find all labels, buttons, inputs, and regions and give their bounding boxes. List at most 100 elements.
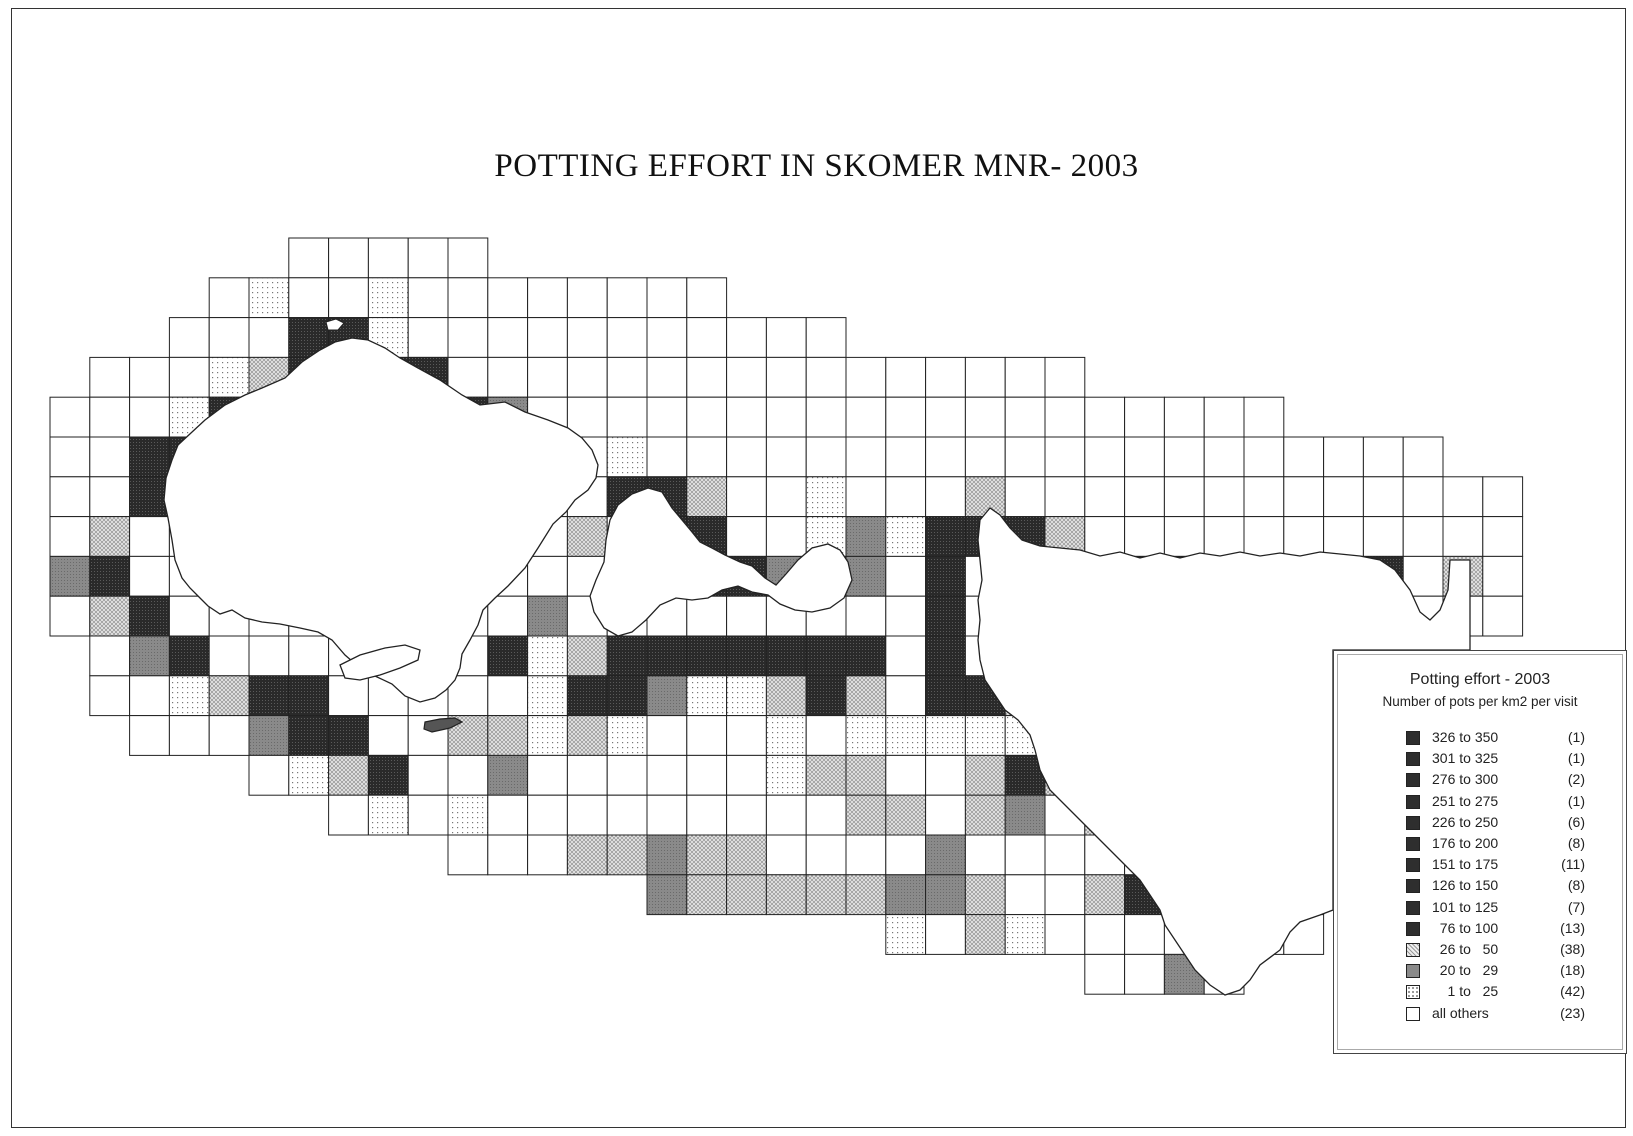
- grid-cell-white: [805, 436, 847, 478]
- grid-cell-white: [527, 317, 568, 358]
- grid-cell-white: [726, 436, 767, 478]
- grid-cell-dark: [606, 675, 648, 717]
- legend-range: 326 to 350: [1432, 729, 1499, 745]
- grid-cell-white: [765, 396, 807, 438]
- grid-cell-white: [1482, 476, 1524, 518]
- grid-cell-white: [447, 754, 489, 796]
- southern-headland: [339, 644, 421, 681]
- midland-isle: [423, 717, 464, 733]
- grid-cell-white: [1243, 396, 1285, 438]
- grid-cell-white: [686, 715, 728, 756]
- grid-cell-white: [726, 715, 767, 756]
- grid-cell-white: [805, 834, 847, 876]
- grid-cell-dark: [1004, 754, 1046, 796]
- grid-cell-white: [845, 476, 887, 518]
- grid-cell-white: [925, 794, 966, 836]
- legend-count: (8): [1567, 877, 1585, 894]
- grid-cell-mid: [646, 834, 688, 876]
- grid-cell-white: [367, 715, 409, 756]
- grid-cell-white: [168, 595, 210, 637]
- grid-cell-cross: [964, 476, 1006, 518]
- grid-cell-white: [1004, 874, 1046, 916]
- grid-cell-white: [885, 834, 927, 876]
- grid-cell-dots: [606, 436, 648, 478]
- grid-cell-white: [845, 436, 887, 478]
- grid-cell-white: [1004, 396, 1046, 438]
- grid-cell-white: [845, 356, 887, 398]
- grid-cell-dots: [885, 914, 927, 955]
- grid-cell-white: [208, 317, 250, 358]
- grid-cell-white: [1044, 874, 1086, 916]
- grid-cell-cross: [845, 874, 887, 916]
- grid-cell-cross: [89, 516, 131, 557]
- grid-cell-white: [1482, 595, 1524, 637]
- grid-cell-white: [646, 436, 688, 478]
- grid-cell-dots: [447, 794, 489, 836]
- legend-range: 151 to 175: [1432, 856, 1499, 873]
- grid-cell-white: [1362, 516, 1404, 557]
- grid-cell-white: [487, 794, 529, 836]
- skomer-island: [163, 337, 599, 703]
- grid-cell-dark: [129, 476, 170, 518]
- grid-cell-white: [487, 834, 529, 876]
- grid-cell-white: [646, 754, 688, 796]
- legend-swatch: [1406, 773, 1420, 788]
- legend-swatch: [1406, 752, 1420, 767]
- grid-cell-white: [129, 675, 170, 717]
- grid-cell-dark: [726, 635, 767, 677]
- grid-cell-white: [606, 754, 648, 796]
- grid-cell-white: [1124, 516, 1165, 557]
- grid-cell-white: [1084, 436, 1126, 478]
- legend-subtitle: Number of pots per km2 per visit: [1382, 694, 1578, 709]
- grid-cell-white: [527, 277, 568, 319]
- grid-cell-white: [208, 277, 250, 319]
- grid-cell-cross: [845, 675, 887, 717]
- grid-cell-white: [686, 595, 728, 637]
- grid-cell-dots: [527, 635, 568, 677]
- legend-count: (2): [1567, 771, 1585, 788]
- grid-cell-white: [646, 794, 688, 836]
- grid-cell-white: [606, 277, 648, 319]
- grid-cell-white: [726, 317, 767, 358]
- grid-cell-white: [925, 396, 966, 438]
- grid-cell-white: [885, 396, 927, 438]
- grid-cell-dark: [925, 595, 966, 637]
- legend-range: 1 to 25: [1432, 983, 1499, 1000]
- grid-cell-mid: [129, 635, 170, 677]
- grid-cell-white: [487, 356, 529, 398]
- grid-cell-white: [964, 396, 1006, 438]
- grid-cell-cross: [805, 874, 847, 916]
- grid-cell-cross: [686, 476, 728, 518]
- legend-swatch: [1406, 900, 1420, 915]
- legend-swatch: [1406, 731, 1420, 745]
- grid-cell-white: [168, 317, 210, 358]
- grid-cell-dark: [89, 555, 131, 597]
- grid-cell-dots: [248, 277, 290, 319]
- grid-cell-white: [1124, 914, 1165, 955]
- grid-cell-white: [49, 595, 91, 637]
- grid-cell-white: [566, 317, 608, 358]
- grid-cell-white: [89, 476, 131, 518]
- grid-cell-dots: [686, 675, 728, 717]
- grid-cell-dark: [925, 675, 966, 717]
- grid-cell-white: [1323, 476, 1364, 518]
- grid-cell-white: [765, 476, 807, 518]
- grid-cell-white: [1283, 516, 1325, 557]
- grid-cell-dark: [845, 635, 887, 677]
- legend: Potting effort - 2003 Number of pots per…: [1333, 650, 1627, 1054]
- grid-cell-white: [885, 555, 927, 597]
- grid-cell-white: [845, 396, 887, 438]
- grid-cell-white: [447, 277, 489, 319]
- grid-cell-white: [686, 436, 728, 478]
- grid-cell-white: [1203, 436, 1245, 478]
- legend-inner-border: [1337, 654, 1623, 1050]
- grid-cell-dark: [646, 635, 688, 677]
- grid-cell-cross: [487, 715, 529, 756]
- grid-cell-white: [288, 635, 330, 677]
- legend-count: (38): [1560, 941, 1585, 957]
- grid-cell-white: [1044, 476, 1086, 518]
- grid-cell-cross: [1084, 874, 1126, 916]
- grid-cell-cross: [805, 754, 847, 796]
- grid-cell-white: [885, 476, 927, 518]
